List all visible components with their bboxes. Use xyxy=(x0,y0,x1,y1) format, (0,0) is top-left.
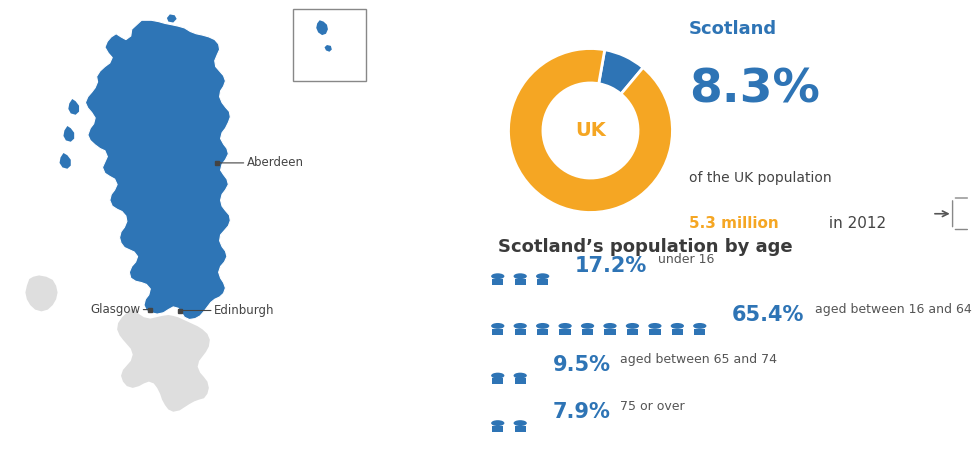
Polygon shape xyxy=(514,328,526,335)
Circle shape xyxy=(626,323,639,329)
Polygon shape xyxy=(63,126,74,142)
Circle shape xyxy=(513,323,527,329)
Circle shape xyxy=(536,323,549,329)
Text: Scotland: Scotland xyxy=(689,20,777,38)
Polygon shape xyxy=(167,14,177,22)
Text: 17.2%: 17.2% xyxy=(575,256,647,275)
Text: aged between 65 and 74: aged between 65 and 74 xyxy=(620,353,777,366)
Wedge shape xyxy=(508,49,672,212)
Polygon shape xyxy=(537,328,549,335)
Text: in 2012: in 2012 xyxy=(824,216,886,231)
Text: Edinburgh: Edinburgh xyxy=(180,304,274,317)
Text: Glasgow: Glasgow xyxy=(91,303,150,316)
Polygon shape xyxy=(604,328,616,335)
Polygon shape xyxy=(86,20,230,319)
Wedge shape xyxy=(598,50,643,94)
Circle shape xyxy=(558,323,572,329)
Circle shape xyxy=(648,323,662,329)
Polygon shape xyxy=(649,328,661,335)
Circle shape xyxy=(603,323,617,329)
Text: 75 or over: 75 or over xyxy=(620,400,684,413)
Circle shape xyxy=(581,323,594,329)
Text: 65.4%: 65.4% xyxy=(732,305,804,325)
Circle shape xyxy=(693,323,707,329)
Circle shape xyxy=(536,273,549,279)
Circle shape xyxy=(491,373,505,378)
Polygon shape xyxy=(492,426,504,432)
Polygon shape xyxy=(582,328,593,335)
Circle shape xyxy=(491,420,505,426)
Circle shape xyxy=(671,323,684,329)
Text: 7.9%: 7.9% xyxy=(552,402,610,423)
Circle shape xyxy=(513,420,527,426)
Polygon shape xyxy=(60,153,70,169)
Bar xyxy=(293,9,366,81)
Polygon shape xyxy=(537,279,549,285)
Circle shape xyxy=(491,323,505,329)
Polygon shape xyxy=(68,99,79,115)
Polygon shape xyxy=(514,378,526,384)
Polygon shape xyxy=(492,378,504,384)
Text: 8.3%: 8.3% xyxy=(689,68,820,112)
Circle shape xyxy=(491,273,505,279)
Polygon shape xyxy=(492,328,504,335)
Text: aged between 16 and 64: aged between 16 and 64 xyxy=(815,303,972,316)
Polygon shape xyxy=(694,328,706,335)
Text: 5.3 million: 5.3 million xyxy=(689,216,779,231)
Polygon shape xyxy=(514,279,526,285)
Circle shape xyxy=(513,373,527,378)
Text: UK: UK xyxy=(575,121,606,140)
Text: 9.5%: 9.5% xyxy=(552,355,610,375)
Polygon shape xyxy=(325,45,332,52)
Polygon shape xyxy=(627,328,638,335)
Polygon shape xyxy=(514,426,526,432)
Polygon shape xyxy=(492,279,504,285)
Polygon shape xyxy=(671,328,683,335)
Polygon shape xyxy=(25,275,58,311)
Text: of the UK population: of the UK population xyxy=(689,171,832,185)
Text: Scotland’s population by age: Scotland’s population by age xyxy=(498,238,793,256)
Text: under 16: under 16 xyxy=(658,253,714,266)
Polygon shape xyxy=(316,20,328,35)
Text: Aberdeen: Aberdeen xyxy=(217,157,304,169)
Polygon shape xyxy=(117,308,210,412)
Circle shape xyxy=(513,273,527,279)
Polygon shape xyxy=(559,328,571,335)
